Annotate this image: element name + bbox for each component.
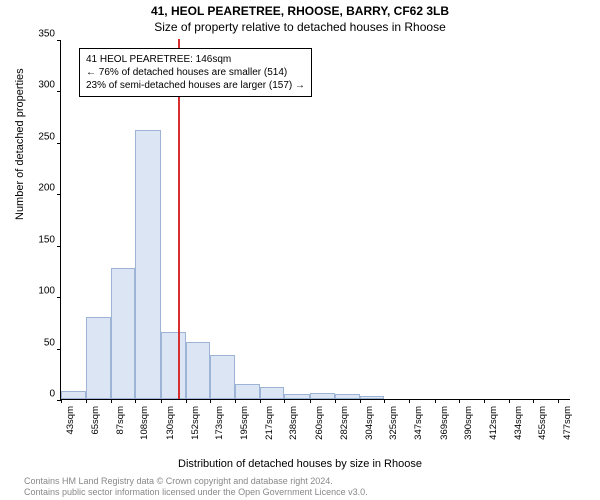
y-tick-label: 200 xyxy=(21,183,55,194)
y-tick-label: 100 xyxy=(21,286,55,297)
y-axis-label: Number of detached properties xyxy=(14,68,26,220)
x-tick-mark xyxy=(484,399,485,403)
histogram-bar xyxy=(235,384,260,399)
histogram-bar xyxy=(210,355,235,399)
x-tick-label: 152sqm xyxy=(190,406,201,440)
chart-subtitle: Size of property relative to detached ho… xyxy=(0,20,600,34)
y-tick-label: 50 xyxy=(21,337,55,348)
y-tick-label: 150 xyxy=(21,234,55,245)
x-tick-label: 369sqm xyxy=(439,406,450,440)
x-tick-mark xyxy=(533,399,534,403)
x-tick-label: 195sqm xyxy=(239,406,250,440)
x-tick-label: 173sqm xyxy=(214,406,225,440)
x-tick-label: 455sqm xyxy=(537,406,548,440)
histogram-bar xyxy=(86,317,111,399)
histogram-bar xyxy=(61,391,86,399)
histogram-bar xyxy=(260,387,284,399)
x-tick-mark xyxy=(161,399,162,403)
x-tick-mark xyxy=(235,399,236,403)
x-tick-label: 477sqm xyxy=(562,406,573,440)
annotation-box: 41 HEOL PEARETREE: 146sqm ← 76% of detac… xyxy=(79,48,312,97)
x-tick-label: 108sqm xyxy=(139,406,150,440)
x-tick-label: 130sqm xyxy=(165,406,176,440)
x-tick-mark xyxy=(61,399,62,403)
histogram-bar xyxy=(161,332,186,399)
x-tick-mark xyxy=(558,399,559,403)
y-tick-label: 350 xyxy=(21,29,55,40)
y-tick-mark xyxy=(57,194,61,195)
x-tick-label: 390sqm xyxy=(463,406,474,440)
footer-line: Contains HM Land Registry data © Crown c… xyxy=(24,476,368,487)
x-tick-mark xyxy=(260,399,261,403)
x-tick-mark xyxy=(335,399,336,403)
y-tick-label: 300 xyxy=(21,80,55,91)
x-tick-label: 434sqm xyxy=(513,406,524,440)
x-tick-label: 347sqm xyxy=(413,406,424,440)
x-tick-label: 43sqm xyxy=(65,406,76,435)
x-tick-label: 87sqm xyxy=(115,406,126,435)
x-tick-label: 412sqm xyxy=(488,406,499,440)
y-tick-label: 0 xyxy=(21,389,55,400)
x-tick-label: 325sqm xyxy=(388,406,399,440)
x-tick-mark xyxy=(135,399,136,403)
y-tick-mark xyxy=(57,91,61,92)
x-tick-label: 260sqm xyxy=(314,406,325,440)
x-tick-mark xyxy=(310,399,311,403)
x-tick-mark xyxy=(360,399,361,403)
annotation-line: 23% of semi-detached houses are larger (… xyxy=(86,79,305,92)
x-tick-mark xyxy=(210,399,211,403)
x-tick-mark xyxy=(459,399,460,403)
x-tick-label: 304sqm xyxy=(364,406,375,440)
histogram-bar xyxy=(135,130,160,399)
x-tick-mark xyxy=(384,399,385,403)
x-tick-label: 282sqm xyxy=(339,406,350,440)
x-axis-label: Distribution of detached houses by size … xyxy=(0,458,600,470)
histogram-bar xyxy=(284,394,309,399)
x-tick-mark xyxy=(186,399,187,403)
x-tick-mark xyxy=(284,399,285,403)
y-tick-mark xyxy=(57,297,61,298)
footer-line: Contains public sector information licen… xyxy=(24,487,368,498)
y-tick-label: 250 xyxy=(21,131,55,142)
x-tick-mark xyxy=(409,399,410,403)
plot-area: 05010015020025030035043sqm65sqm87sqm108s… xyxy=(60,40,570,400)
x-tick-mark xyxy=(86,399,87,403)
annotation-line: 41 HEOL PEARETREE: 146sqm xyxy=(86,53,305,66)
y-tick-mark xyxy=(57,246,61,247)
chart-title: 41, HEOL PEARETREE, RHOOSE, BARRY, CF62 … xyxy=(0,4,600,18)
y-tick-mark xyxy=(57,143,61,144)
x-tick-mark xyxy=(435,399,436,403)
histogram-chart: 41, HEOL PEARETREE, RHOOSE, BARRY, CF62 … xyxy=(0,0,600,500)
y-tick-mark xyxy=(57,40,61,41)
histogram-bar xyxy=(310,393,335,399)
footer-attribution: Contains HM Land Registry data © Crown c… xyxy=(24,476,368,499)
histogram-bar xyxy=(360,396,384,399)
histogram-bar xyxy=(186,342,210,399)
y-tick-mark xyxy=(57,349,61,350)
x-tick-mark xyxy=(111,399,112,403)
histogram-bar xyxy=(335,394,360,399)
annotation-line: ← 76% of detached houses are smaller (51… xyxy=(86,66,305,79)
x-tick-label: 217sqm xyxy=(264,406,275,440)
histogram-bar xyxy=(111,268,135,399)
x-tick-mark xyxy=(509,399,510,403)
x-tick-label: 65sqm xyxy=(90,406,101,435)
x-tick-label: 238sqm xyxy=(288,406,299,440)
